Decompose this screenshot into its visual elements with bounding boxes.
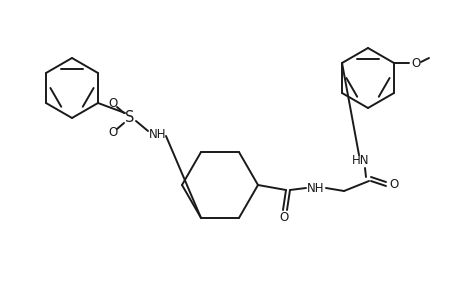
Text: O: O: [388, 178, 398, 190]
Text: O: O: [279, 212, 288, 224]
Text: S: S: [125, 110, 134, 125]
Text: O: O: [108, 127, 118, 140]
Text: O: O: [410, 56, 420, 70]
Text: NH: NH: [307, 182, 324, 194]
Text: HN: HN: [352, 154, 369, 167]
Text: O: O: [108, 97, 118, 110]
Text: NH: NH: [149, 128, 166, 140]
